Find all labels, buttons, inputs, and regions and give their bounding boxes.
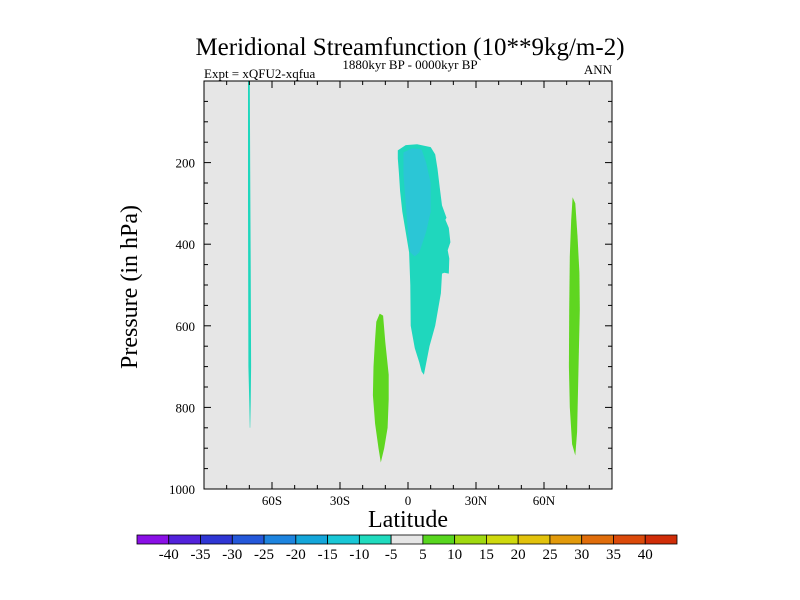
axis-ticks: 60S 30S 0 30N 60N 200 400 600 800 1000: [169, 81, 613, 508]
southern-polar-cell-anomaly: [248, 81, 252, 428]
colorbar-label: -15: [318, 547, 338, 563]
northern-polar-positive: [568, 197, 580, 456]
colorbar-label: -25: [254, 547, 274, 563]
colorbar-swatch: [168, 534, 201, 545]
colorbar-swatch: [581, 534, 614, 545]
chart-title: Meridional Streamfunction (10**9kg/m-2): [195, 34, 624, 61]
colorbar-swatch: [136, 534, 170, 545]
experiment-label: Expt = xQFU2-xqfua: [204, 66, 316, 81]
colorbar-label: 25: [542, 547, 557, 563]
contour-regions: [248, 81, 580, 463]
tropical-negative-core: [403, 148, 431, 257]
x-tick-label: 30S: [330, 493, 350, 508]
colorbar-swatch: [358, 534, 392, 545]
colorbar-label: -35: [191, 547, 211, 563]
colorbar-swatch: [549, 534, 583, 545]
time-range-label: 1880kyr BP - 0000kyr BP: [342, 57, 477, 72]
y-tick-label: 400: [176, 237, 196, 252]
colorbar-label: -5: [385, 547, 398, 563]
x-axis-label: Latitude: [368, 507, 448, 533]
colorbar-swatch: [486, 534, 519, 545]
colorbar-label: 35: [606, 547, 621, 563]
colorbar-swatch: [454, 534, 487, 545]
plot-area: [204, 81, 612, 489]
colorbar-swatch: [231, 534, 265, 545]
colorbar-label: -20: [286, 547, 306, 563]
colorbar-swatch: [263, 534, 297, 545]
colorbar-swatch: [644, 534, 678, 545]
y-axis-label: Pressure (in hPa): [117, 205, 143, 369]
colorbar-swatch: [390, 534, 424, 545]
southern-hadley-positive: [372, 313, 389, 463]
y-tick-label: 600: [176, 319, 196, 334]
x-tick-label: 60S: [262, 493, 282, 508]
y-tick-label: 200: [176, 156, 196, 171]
colorbar-label: -40: [159, 547, 179, 563]
colorbar-swatch: [422, 534, 456, 545]
colorbar-label: 30: [574, 547, 589, 563]
y-tick-label: 800: [176, 400, 196, 415]
colorbar-swatch: [200, 534, 233, 545]
colorbar-swatch: [517, 534, 551, 545]
colorbar-swatch: [295, 534, 328, 545]
colorbar-label: 40: [638, 547, 653, 563]
x-tick-label: 30N: [465, 493, 488, 508]
colorbar-label: 15: [479, 547, 494, 563]
colorbar-label: -30: [222, 547, 242, 563]
colorbar-label: 5: [419, 547, 427, 563]
colorbar-label: 20: [511, 547, 526, 563]
x-tick-label: 60N: [533, 493, 556, 508]
colorbar-swatch: [327, 534, 360, 545]
colorbar-swatch: [613, 534, 646, 545]
colorbar: -40 -35 -30 -25 -20 -15 -10 -5 5 10 15 20 25 30 35 40: [136, 534, 678, 563]
x-tick-label: 0: [405, 493, 412, 508]
colorbar-label: -10: [349, 547, 369, 563]
y-tick-label: 1000: [169, 482, 195, 497]
season-label: ANN: [584, 62, 613, 77]
colorbar-label: 10: [447, 547, 462, 563]
